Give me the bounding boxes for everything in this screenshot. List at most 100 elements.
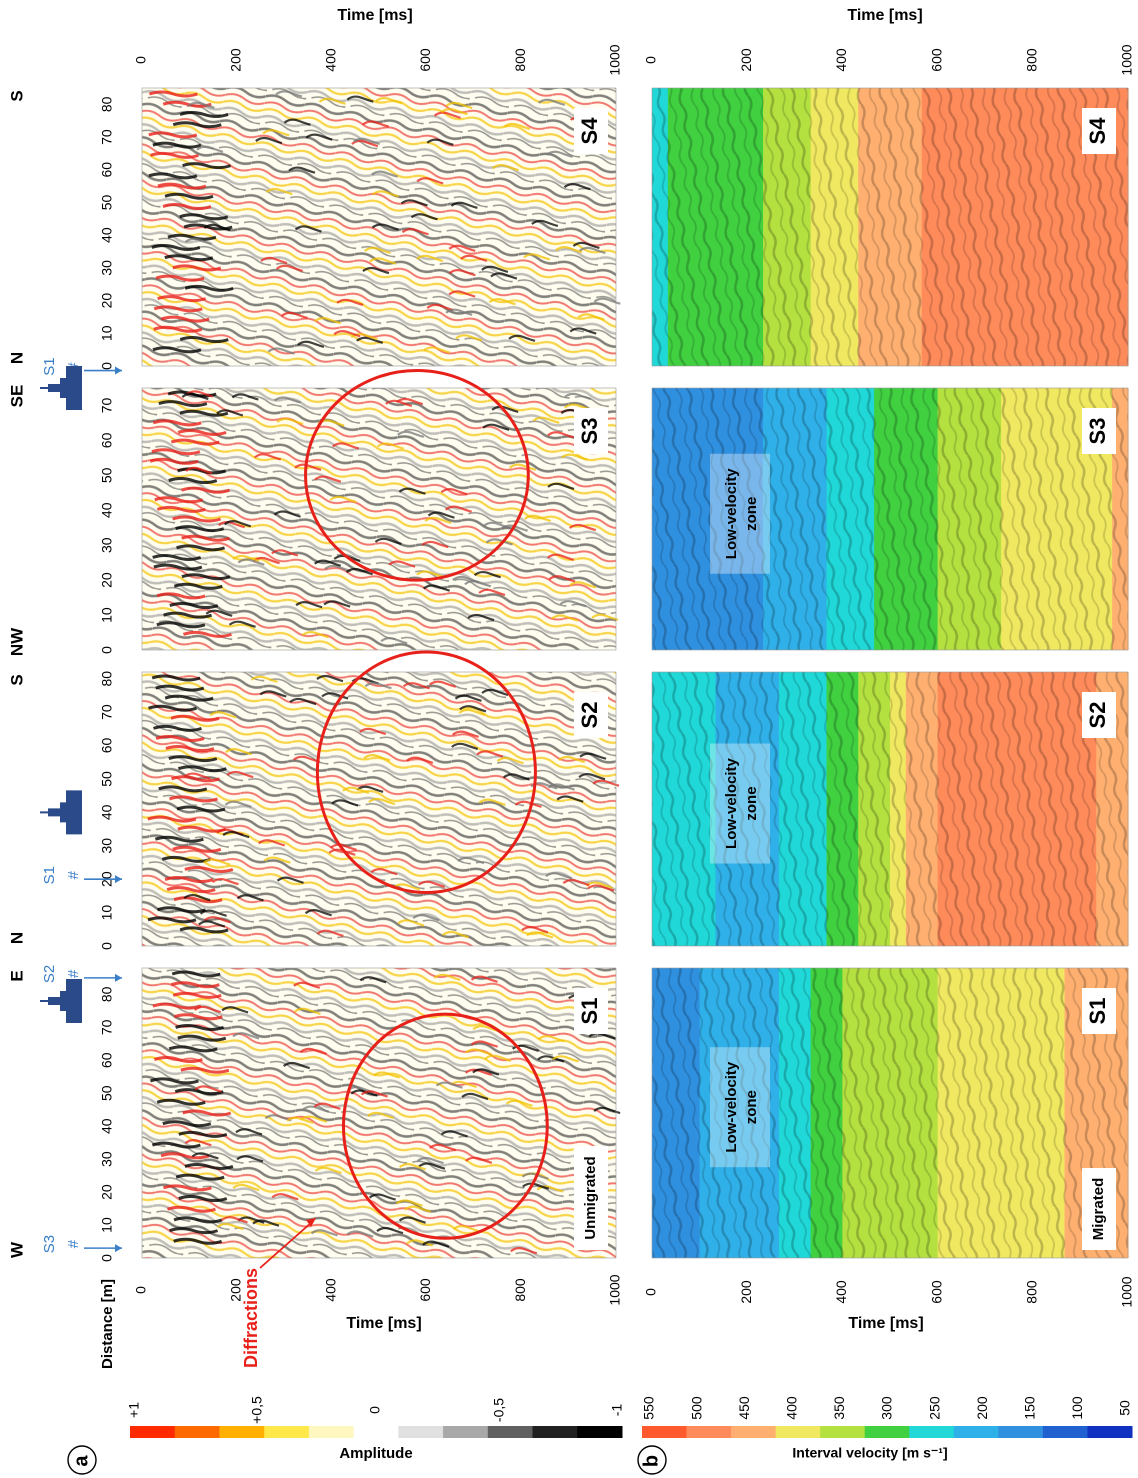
section-label-box bbox=[1082, 692, 1116, 738]
velocity-tick-label: 300 bbox=[879, 1396, 895, 1420]
seismic-event-stroke bbox=[345, 567, 373, 576]
velocity-tick-label: 100 bbox=[1069, 1396, 1085, 1420]
seismic-arrival-stroke bbox=[154, 496, 204, 504]
seismic-event-stroke bbox=[203, 858, 231, 866]
distance-tick-label: 50 bbox=[99, 467, 115, 483]
seismic-event-stroke bbox=[364, 681, 392, 690]
seismic-event-stroke bbox=[483, 521, 511, 529]
seismic-arrival-stroke bbox=[173, 582, 223, 590]
amplitude-tick-label: 0 bbox=[367, 1406, 383, 1414]
time-tick-label: 400 bbox=[322, 1278, 338, 1302]
seismic-events bbox=[184, 973, 621, 1255]
seismic-event-stroke bbox=[416, 1156, 444, 1165]
seismic-event-stroke bbox=[198, 920, 226, 928]
seismic-event-stroke bbox=[473, 570, 501, 579]
amplitude-tick-label: +0,5 bbox=[249, 1396, 265, 1424]
seismic-event-stroke bbox=[569, 581, 597, 589]
velocity-swatch bbox=[1042, 1426, 1088, 1438]
seismic-event-stroke bbox=[490, 272, 518, 280]
seismic-strong-arrivals bbox=[148, 90, 234, 354]
seismic-event-stroke bbox=[185, 390, 213, 398]
seismic-event-stroke bbox=[572, 241, 600, 250]
seismic-arrival-stroke bbox=[179, 213, 229, 221]
seismic-event-stroke bbox=[454, 694, 482, 702]
seismic-arrival-stroke bbox=[164, 192, 214, 200]
seismic-event-stroke bbox=[273, 510, 301, 518]
seismic-event-stroke bbox=[418, 1162, 446, 1170]
seismic-arrival-stroke bbox=[177, 1034, 227, 1042]
seismic-event-stroke bbox=[412, 913, 440, 922]
crossing-label: S1 bbox=[41, 866, 58, 884]
seismic-arrival-stroke bbox=[179, 926, 229, 934]
seismic-event-stroke bbox=[181, 392, 209, 401]
panel-letter-circle bbox=[67, 1445, 97, 1475]
seismic-event-stroke bbox=[397, 919, 425, 927]
seismic-event-stroke bbox=[265, 187, 293, 196]
seismic-arrival-stroke bbox=[184, 284, 234, 292]
seismic-event-stroke bbox=[393, 883, 421, 891]
distance-tick-label: 80 bbox=[99, 986, 115, 1002]
time-tick-label: 1000 bbox=[1119, 44, 1135, 75]
time-tick-label: 400 bbox=[833, 48, 849, 72]
distance-tick-label: 70 bbox=[99, 1019, 115, 1035]
seismic-event-stroke bbox=[484, 1054, 512, 1062]
direction-start-s1: W bbox=[7, 1241, 26, 1258]
seismic-arrival-stroke bbox=[172, 264, 222, 272]
seismic-event-stroke bbox=[318, 97, 346, 105]
seismic-event-stroke bbox=[259, 690, 287, 698]
seismic-event-stroke bbox=[280, 311, 308, 320]
seismic-event-stroke bbox=[442, 930, 470, 939]
section-label-s4-b: S4 bbox=[1085, 117, 1110, 145]
seismic-arrival-stroke bbox=[151, 674, 201, 682]
seismic-panel-s3: S3 bbox=[141, 369, 619, 651]
seismic-event-stroke bbox=[464, 1068, 492, 1076]
seismic-event-stroke bbox=[211, 877, 239, 886]
seismic-arrival-stroke bbox=[172, 515, 222, 523]
distance-tick-label: 50 bbox=[99, 1085, 115, 1101]
time-tick-label: 1000 bbox=[1119, 1276, 1135, 1307]
seismic-event-stroke bbox=[224, 520, 252, 528]
seismic-event-stroke bbox=[313, 1102, 341, 1110]
seismic-arrival-stroke bbox=[170, 714, 220, 722]
seismic-frame bbox=[141, 967, 617, 1259]
seismic-event-stroke bbox=[470, 975, 498, 983]
amplitude-swatch bbox=[308, 1426, 355, 1438]
velocity-panel-s3: S3 Low-velocity zone bbox=[651, 387, 1129, 651]
seismic-event-stroke bbox=[294, 463, 322, 471]
distance-tick-label: 0 bbox=[99, 1254, 115, 1262]
seismic-arrival-stroke bbox=[181, 573, 231, 581]
distance-tick-label: 0 bbox=[99, 646, 115, 654]
seismic-event-stroke bbox=[458, 708, 486, 717]
seismic-event-stroke bbox=[418, 880, 446, 888]
distance-tick-label: 60 bbox=[99, 432, 115, 448]
seismic-arrival-stroke bbox=[152, 141, 202, 149]
seismic-event-stroke bbox=[410, 213, 438, 221]
seismic-event-stroke bbox=[560, 453, 588, 461]
seismic-event-stroke bbox=[273, 396, 301, 404]
seismic-event-stroke bbox=[372, 190, 400, 198]
seismic-event-stroke bbox=[522, 1182, 550, 1190]
seismic-event-stroke bbox=[316, 929, 344, 937]
seismic-event-stroke bbox=[460, 254, 488, 262]
time-axis-title-b-bottom: Time [ms] bbox=[848, 1315, 923, 1332]
seismic-event-stroke bbox=[336, 298, 364, 306]
low-velocity-box bbox=[710, 743, 770, 864]
distance-tick-label: 70 bbox=[99, 129, 115, 145]
seismic-event-stroke bbox=[538, 98, 566, 106]
seismic-event-stroke bbox=[416, 254, 444, 263]
seismic-strong-arrivals bbox=[149, 390, 232, 638]
velocity-frame bbox=[651, 87, 1129, 367]
seismic-event-stroke bbox=[558, 755, 586, 764]
seismic-arrival-stroke bbox=[152, 553, 202, 561]
seismic-event-stroke bbox=[421, 540, 449, 549]
section-s3: S3 S3 Low-velocity zone 0 10 20 30 40 50 60 70 NW SE S… bbox=[7, 357, 1129, 656]
seismic-event-stroke bbox=[448, 290, 476, 298]
seismic-event-stroke bbox=[508, 334, 536, 342]
seismic-event-stroke bbox=[283, 118, 311, 126]
amplitude-swatch bbox=[443, 1426, 489, 1438]
seismic-event-stroke bbox=[455, 334, 483, 342]
seismic-arrival-stroke bbox=[181, 486, 231, 494]
distance-tick-label: 20 bbox=[99, 1184, 115, 1200]
amplitude-swatch bbox=[219, 1426, 265, 1438]
